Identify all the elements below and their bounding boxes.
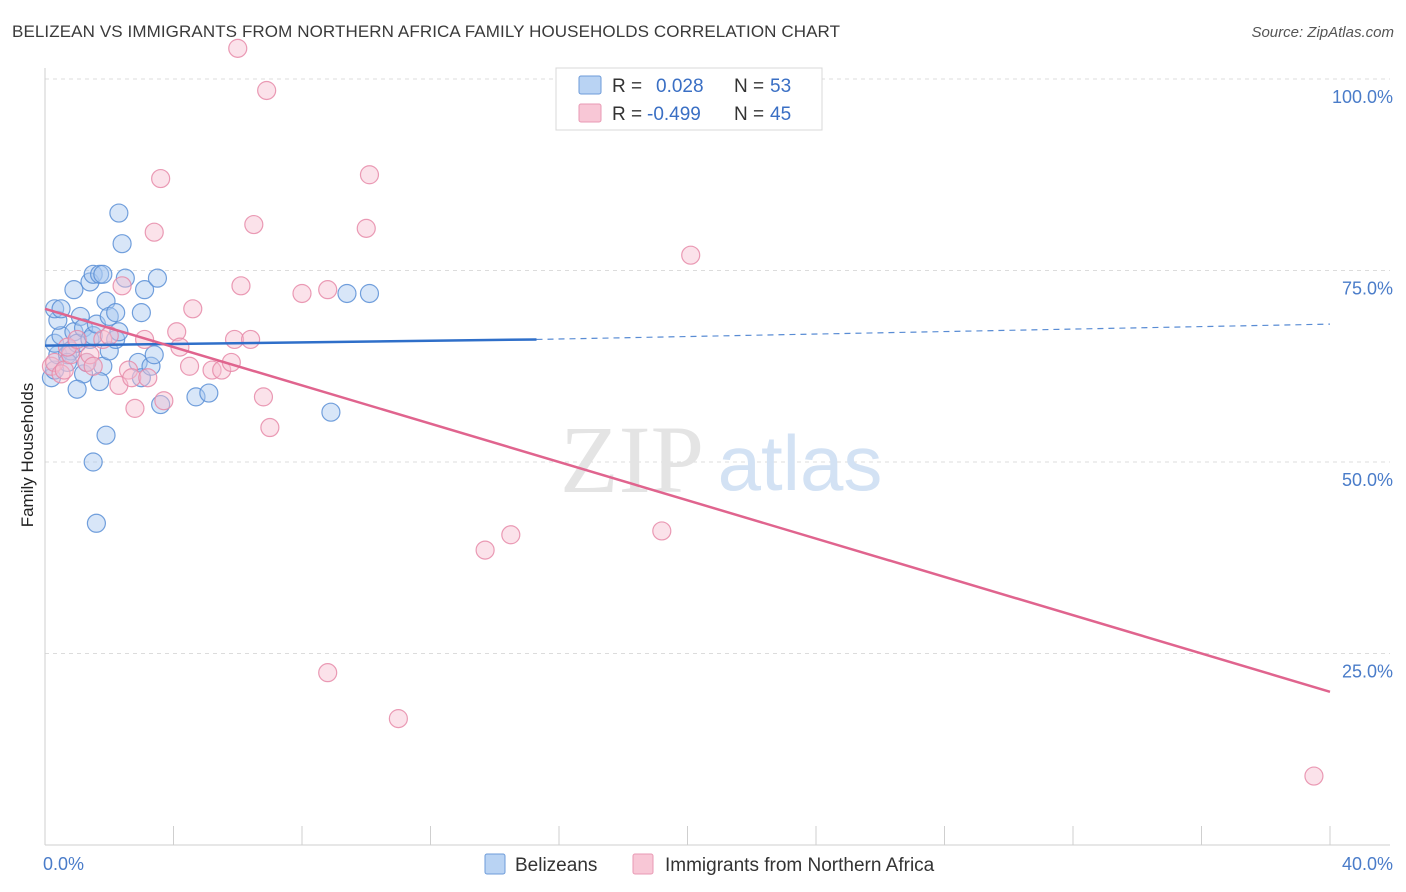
- northern-africa-point-14: [118, 360, 139, 380]
- legend-r-label-2: R =: [612, 104, 642, 125]
- legend-swatch-pink: [578, 103, 602, 123]
- belizean-point-17: [73, 318, 94, 338]
- legend-n-label-2: N =: [734, 104, 764, 125]
- legend-r-label-1: R =: [612, 76, 642, 97]
- y-tick-label-1: 50.0%: [1342, 470, 1393, 490]
- northern-africa-point-39: [356, 218, 376, 238]
- northern-africa-point-32: [253, 387, 274, 407]
- belizean-point-50: [321, 402, 341, 422]
- northern-africa-point-43: [475, 540, 495, 560]
- y-tick-label-2: 75.0%: [1342, 279, 1393, 299]
- belizean-point-40: [141, 356, 161, 376]
- belizean-point-49: [86, 513, 107, 533]
- northern-africa-point-29: [224, 329, 245, 350]
- grid-lines: [45, 78, 1390, 654]
- northern-africa-point-21: [154, 391, 174, 411]
- belizean-point-34: [112, 234, 132, 254]
- northern-africa-point-18: [138, 368, 158, 388]
- legend-n-value-1: 53: [770, 76, 791, 97]
- northern-africa-point-9: [83, 356, 103, 376]
- source-credit: Source: ZipAtlas.com: [1251, 24, 1394, 41]
- x-tick-labels: 0.0% 40.0%: [43, 854, 1393, 874]
- northern-africa-point-35: [257, 80, 277, 101]
- belizean-point-47: [83, 452, 103, 472]
- northern-africa-point-31: [244, 214, 264, 235]
- belizean-point-45: [199, 383, 219, 403]
- belizean-point-5: [48, 310, 68, 330]
- belizean-point-41: [144, 345, 164, 365]
- belizean-point-3: [45, 333, 65, 353]
- belizean-point-48: [96, 425, 116, 445]
- northern-africa-point-26: [202, 360, 222, 380]
- northern-africa-point-37: [292, 283, 312, 304]
- belizean-point-38: [131, 303, 151, 323]
- northern-africa-point-30: [231, 276, 251, 296]
- y-axis-title: Family Households: [18, 383, 37, 528]
- trend-lines: [44, 307, 1331, 693]
- northern-africa-point-47: [1304, 766, 1324, 786]
- watermark-atlas: atlas: [718, 419, 883, 507]
- belizean-point-52: [359, 283, 380, 304]
- northern-africa-point-34: [228, 38, 248, 58]
- northern-africa-point-13: [112, 276, 132, 296]
- series-legend: Belizeans Immigrants from Northern Afric…: [484, 853, 935, 876]
- y-tick-label-0: 25.0%: [1342, 662, 1393, 682]
- series-belizeans: [41, 203, 380, 533]
- chart-title: BELIZEAN VS IMMIGRANTS FROM NORTHERN AFR…: [12, 22, 841, 41]
- belizean-point-24: [93, 264, 113, 284]
- bottom-legend-label-belizeans: Belizeans: [515, 855, 597, 876]
- northern-africa-point-5: [57, 337, 78, 357]
- legend-swatch-blue: [578, 75, 602, 95]
- axes: [44, 68, 1390, 846]
- northern-africa-point-22: [167, 322, 187, 342]
- belizean-trend-line: [44, 338, 537, 347]
- northern-africa-point-20: [151, 168, 171, 189]
- bottom-legend-swatch-pink: [632, 853, 654, 875]
- bottom-legend-label-northern-africa: Immigrants from Northern Africa: [665, 855, 935, 876]
- northern-africa-point-38: [318, 280, 338, 300]
- northern-africa-point-41: [388, 709, 408, 729]
- northern-africa-point-36: [260, 417, 280, 438]
- northern-africa-point-16: [125, 398, 145, 418]
- belizean-point-14: [64, 280, 84, 300]
- bottom-legend-swatch-blue: [484, 853, 506, 875]
- northern-africa-point-19: [144, 222, 164, 242]
- belizean-point-46: [67, 379, 87, 399]
- belizean-trend-extension: [536, 323, 1331, 341]
- legend-n-label-1: N =: [734, 76, 764, 97]
- northern-africa-point-42: [318, 663, 338, 683]
- belizean-point-29: [99, 341, 119, 361]
- northern-africa-point-45: [652, 521, 672, 541]
- belizean-point-39: [134, 280, 155, 300]
- watermark-zip: ZIP: [560, 406, 704, 513]
- belizean-point-22: [83, 264, 103, 284]
- legend-r-value-1: 0.028: [656, 76, 704, 97]
- x-tick-label-max: 40.0%: [1342, 854, 1393, 874]
- northern-africa-point-25: [183, 299, 203, 319]
- northern-africa-point-1: [45, 352, 65, 373]
- legend-r-value-2: -0.499: [647, 104, 701, 125]
- belizean-point-33: [115, 268, 135, 288]
- zipatlas-watermark: ZIP atlas: [560, 406, 882, 513]
- northern-africa-point-46: [681, 245, 701, 265]
- belizean-point-51: [337, 283, 357, 304]
- belizean-point-44: [186, 387, 206, 407]
- correlation-legend: R = 0.028 N = 53 R = -0.499 N = 45: [555, 67, 823, 131]
- belizean-point-35: [109, 203, 129, 223]
- northern-africa-point-15: [122, 368, 142, 388]
- belizean-point-42: [147, 268, 168, 288]
- northern-africa-trend-line: [44, 307, 1331, 693]
- northern-africa-point-40: [359, 165, 380, 185]
- y-tick-labels: 25.0% 50.0% 75.0% 100.0%: [1332, 87, 1393, 682]
- northern-africa-point-44: [501, 525, 521, 545]
- northern-africa-point-33: [241, 329, 261, 350]
- y-tick-label-3: 100.0%: [1332, 87, 1393, 107]
- x-tick-label-min: 0.0%: [43, 854, 84, 874]
- legend-n-value-2: 45: [770, 104, 791, 125]
- northern-africa-point-24: [179, 356, 200, 376]
- belizean-point-32: [106, 303, 126, 323]
